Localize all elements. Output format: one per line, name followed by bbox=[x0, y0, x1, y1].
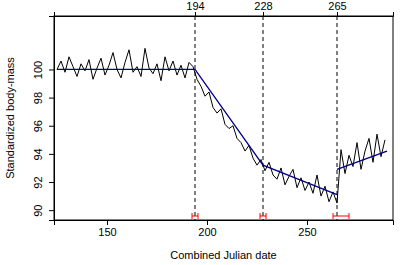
breakpoint-ci bbox=[333, 213, 349, 219]
y-tick-label: 94 bbox=[32, 148, 44, 160]
breakpoint-line bbox=[195, 16, 196, 220]
y-tick-mark bbox=[49, 69, 54, 70]
breakpoint-ci bbox=[192, 213, 198, 219]
x-axis-line bbox=[55, 221, 394, 226]
y-tick-mark bbox=[49, 182, 54, 183]
y-tick: 98 bbox=[32, 92, 54, 104]
y-tick-mark bbox=[49, 98, 54, 99]
ci-cap bbox=[349, 213, 350, 219]
breakpoint-ci bbox=[260, 213, 266, 219]
y-tick: 100 bbox=[32, 61, 54, 79]
x-tick-mark bbox=[207, 220, 208, 225]
y-tick-label: 96 bbox=[32, 120, 44, 132]
x-tick-mark bbox=[307, 220, 308, 225]
x-tick-label: 250 bbox=[298, 226, 316, 238]
x-tick-mark bbox=[107, 220, 108, 225]
y-tick: 94 bbox=[32, 148, 54, 160]
breakpoint-tick-mark bbox=[263, 12, 264, 16]
plot: 150 200 250 90 92 94 96 98 100 194 228 265 bbox=[32, 0, 394, 238]
y-tick-label: 90 bbox=[32, 205, 44, 217]
x-axis-title: Combined Julian date bbox=[170, 249, 276, 261]
ci-bar bbox=[192, 216, 198, 217]
y-axis-title: Standardized body-mass bbox=[4, 57, 16, 179]
ci-cap bbox=[198, 213, 199, 219]
breakpoint-tick: 194 bbox=[186, 0, 204, 16]
breakpoint-label: 228 bbox=[254, 0, 272, 12]
ci-bar bbox=[333, 216, 349, 217]
fit-line bbox=[57, 69, 387, 194]
y-tick-label: 100 bbox=[32, 61, 44, 79]
y-axis: 90 92 94 96 98 100 bbox=[32, 17, 55, 221]
y-tick: 96 bbox=[32, 120, 54, 132]
y-tick-mark bbox=[49, 154, 54, 155]
breakpoint-tick-mark bbox=[337, 12, 338, 16]
top-axis: 194 228 265 bbox=[55, 0, 394, 16]
breakpoint-tick: 228 bbox=[254, 0, 272, 16]
breakpoint-line bbox=[337, 16, 338, 220]
chart: 150 200 250 90 92 94 96 98 100 194 228 265 Combined … bbox=[0, 0, 400, 265]
ci-cap bbox=[266, 213, 267, 219]
breakpoint-tick-mark bbox=[195, 12, 196, 16]
ci-cap bbox=[260, 213, 261, 219]
x-tick: 250 bbox=[298, 220, 316, 238]
y-tick: 90 bbox=[32, 205, 54, 217]
ci-cap bbox=[333, 213, 334, 219]
top-axis-line bbox=[55, 12, 394, 17]
x-tick: 150 bbox=[98, 220, 116, 238]
y-tick-mark bbox=[49, 210, 54, 211]
plot-frame bbox=[54, 16, 393, 220]
breakpoint-line bbox=[263, 16, 264, 220]
y-tick: 92 bbox=[32, 176, 54, 188]
breakpoint-label: 194 bbox=[186, 0, 204, 12]
y-tick-label: 98 bbox=[32, 92, 44, 104]
x-tick: 200 bbox=[198, 220, 216, 238]
x-tick-label: 200 bbox=[198, 226, 216, 238]
x-axis: 150 200 250 bbox=[55, 220, 394, 238]
breakpoint-label: 265 bbox=[328, 0, 346, 12]
marks bbox=[57, 16, 387, 220]
data-line bbox=[57, 48, 385, 203]
ci-cap bbox=[192, 213, 193, 219]
y-tick-label: 92 bbox=[32, 176, 44, 188]
ci-bar bbox=[260, 216, 266, 217]
y-axis-line bbox=[49, 17, 55, 221]
y-tick-mark bbox=[49, 126, 54, 127]
x-tick-label: 150 bbox=[98, 226, 116, 238]
breakpoint-tick: 265 bbox=[328, 0, 346, 16]
